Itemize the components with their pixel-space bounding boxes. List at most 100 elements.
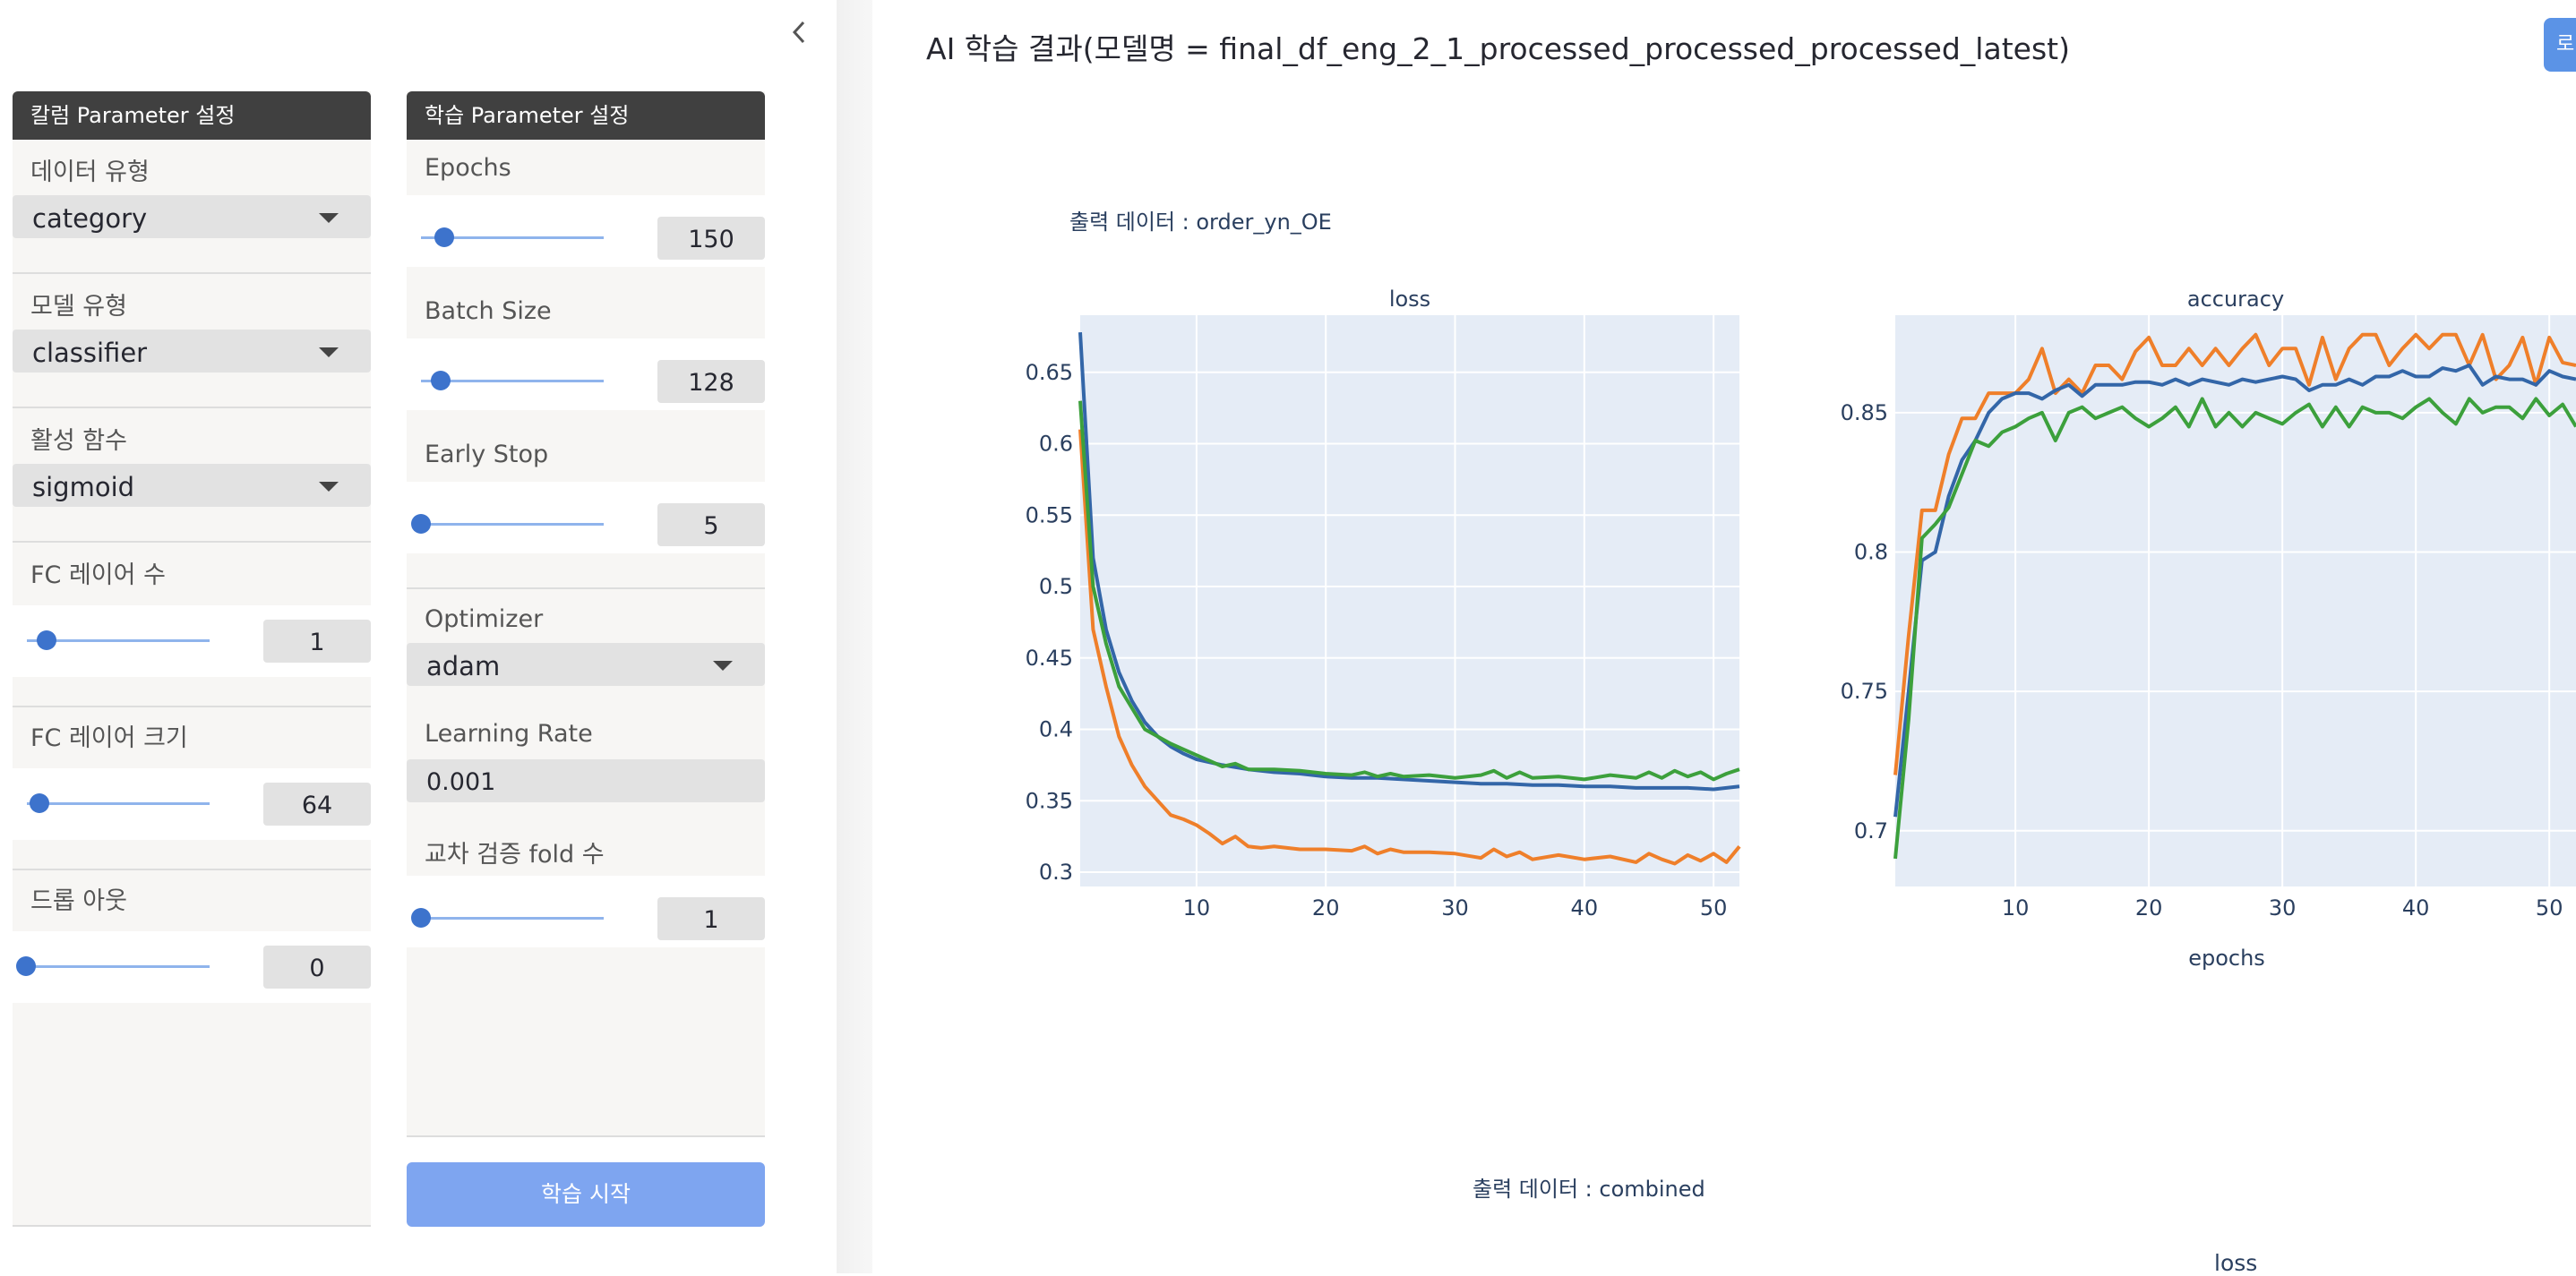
x-tick-label: 40	[2402, 895, 2430, 921]
train-parameter-panel: 학습 Parameter 설정 Epochs 150 Batch Size 12…	[407, 91, 765, 1137]
x-tick-label: 20	[2135, 895, 2163, 921]
dropout-row: 0	[13, 931, 371, 1003]
batch-size-input[interactable]: 128	[657, 360, 765, 403]
fc-layers-slider[interactable]	[27, 639, 210, 642]
divider	[13, 706, 371, 707]
cv-folds-slider[interactable]	[421, 917, 604, 920]
chevron-left-icon	[792, 21, 805, 44]
x-tick-label: 40	[1571, 895, 1599, 921]
training-charts: 10 20 30 40 50 0.3 0.35 0.4 0.45 0.5 0.55 0.6 0.65 lo…	[1026, 287, 2576, 971]
early-stop-slider[interactable]	[421, 523, 604, 526]
x-tick-label: 30	[2269, 895, 2297, 921]
dropout-slider[interactable]	[18, 965, 210, 968]
dropout-slider-thumb[interactable]	[16, 956, 36, 976]
epochs-slider[interactable]	[421, 236, 604, 239]
chart-title: loss	[1389, 287, 1430, 312]
plot-area	[1080, 315, 1739, 886]
main-content: AI 학습 결과(모델명 = final_df_eng_2_1_processe…	[872, 0, 2576, 1276]
dropout-label: 드롭 아웃	[30, 887, 127, 915]
batch-size-label: Batch Size	[425, 297, 552, 325]
batch-size-slider[interactable]	[421, 380, 604, 382]
sidebar: 칼럼 Parameter 설정 데이터 유형 category 모델 유형 cl…	[0, 0, 837, 1273]
x-tick-label: 20	[1312, 895, 1340, 921]
fc-layers-label: FC 레이어 수	[30, 561, 166, 589]
y-tick-label: 0.3	[1039, 860, 1073, 885]
series-line-green	[1893, 397, 2576, 860]
y-tick-label: 0.55	[1026, 502, 1073, 527]
batch-size-slider-thumb[interactable]	[431, 371, 451, 390]
y-tick-label: 0.85	[1841, 400, 1888, 425]
fc-size-slider-thumb[interactable]	[30, 793, 49, 813]
learning-rate-label: Learning Rate	[425, 720, 593, 748]
epochs-row: 150	[407, 195, 765, 267]
learning-rate-input[interactable]: 0.001	[407, 759, 765, 802]
sidebar-edge	[837, 0, 872, 1273]
fc-layers-slider-thumb[interactable]	[37, 630, 56, 650]
series-line-orange	[1078, 429, 1741, 866]
series-line-green	[1078, 400, 1740, 782]
x-tick-label: 30	[1441, 895, 1469, 921]
divider	[407, 587, 765, 589]
bottom-chart-title: loss	[2214, 1250, 2258, 1276]
output-label-order: 출력 데이터 : order_yn_OE	[1069, 210, 1332, 235]
y-tick-label: 0.35	[1026, 788, 1073, 813]
x-tick-label: 50	[1700, 895, 1728, 921]
cv-folds-slider-thumb[interactable]	[411, 908, 431, 928]
output-label-combined: 출력 데이터 : combined	[1473, 1177, 1705, 1202]
optimizer-label: Optimizer	[425, 605, 544, 633]
start-training-button[interactable]: 학습 시작	[407, 1162, 765, 1227]
fc-size-row: 64	[13, 768, 371, 840]
fc-layers-row: 1	[13, 605, 371, 677]
epochs-input[interactable]: 150	[657, 217, 765, 260]
caret-down-icon	[319, 482, 339, 492]
collapse-sidebar-button[interactable]	[781, 14, 817, 50]
early-stop-input[interactable]: 5	[657, 503, 765, 546]
column-panel-header: 칼럼 Parameter 설정	[13, 91, 371, 140]
y-tick-label: 0.75	[1841, 679, 1888, 704]
model-type-select[interactable]: classifier	[13, 330, 371, 373]
y-tick-label: 0.7	[1854, 818, 1888, 844]
fc-size-slider[interactable]	[27, 802, 210, 805]
data-type-select[interactable]: category	[13, 195, 371, 238]
plot-area	[1895, 315, 2576, 886]
epochs-slider-thumb[interactable]	[434, 227, 454, 247]
divider	[407, 1135, 765, 1137]
series-line-blue	[1893, 364, 2576, 818]
early-stop-slider-thumb[interactable]	[411, 514, 431, 534]
activation-select[interactable]: sigmoid	[13, 464, 371, 507]
cv-folds-label: 교차 검증 fold 수	[425, 841, 605, 869]
cv-folds-row: 1	[407, 876, 765, 947]
caret-down-icon	[319, 213, 339, 223]
divider	[13, 869, 371, 870]
x-tick-label: 50	[2536, 895, 2563, 921]
optimizer-select[interactable]: adam	[407, 643, 765, 686]
early-stop-row: 5	[407, 482, 765, 553]
dropout-input[interactable]: 0	[263, 946, 371, 989]
cv-folds-input[interactable]: 1	[657, 897, 765, 940]
fc-size-label: FC 레이어 크기	[30, 724, 188, 752]
series-line-blue	[1078, 331, 1740, 792]
train-panel-header: 학습 Parameter 설정	[407, 91, 765, 140]
data-type-value: category	[32, 203, 148, 234]
fc-layers-input[interactable]: 1	[263, 620, 371, 663]
x-tick-label: 10	[2002, 895, 2030, 921]
top-right-button[interactable]: 로	[2544, 18, 2576, 72]
column-parameter-panel: 칼럼 Parameter 설정 데이터 유형 category 모델 유형 cl…	[13, 91, 371, 1227]
fc-size-input[interactable]: 64	[263, 783, 371, 826]
divider	[13, 407, 371, 408]
activation-value: sigmoid	[32, 472, 135, 502]
x-tick-label: 10	[1183, 895, 1211, 921]
y-tick-label: 0.8	[1854, 540, 1888, 565]
early-stop-label: Early Stop	[425, 441, 549, 468]
y-tick-label: 0.6	[1039, 432, 1073, 457]
caret-down-icon	[319, 347, 339, 357]
y-tick-label: 0.5	[1039, 574, 1073, 599]
model-type-value: classifier	[32, 338, 148, 368]
divider	[13, 272, 371, 274]
batch-size-row: 128	[407, 338, 765, 410]
model-type-label: 모델 유형	[30, 293, 127, 321]
data-type-label: 데이터 유형	[30, 158, 150, 186]
x-axis-label: epochs	[2188, 946, 2265, 971]
caret-down-icon	[713, 661, 733, 671]
y-tick-label: 0.65	[1026, 360, 1073, 385]
